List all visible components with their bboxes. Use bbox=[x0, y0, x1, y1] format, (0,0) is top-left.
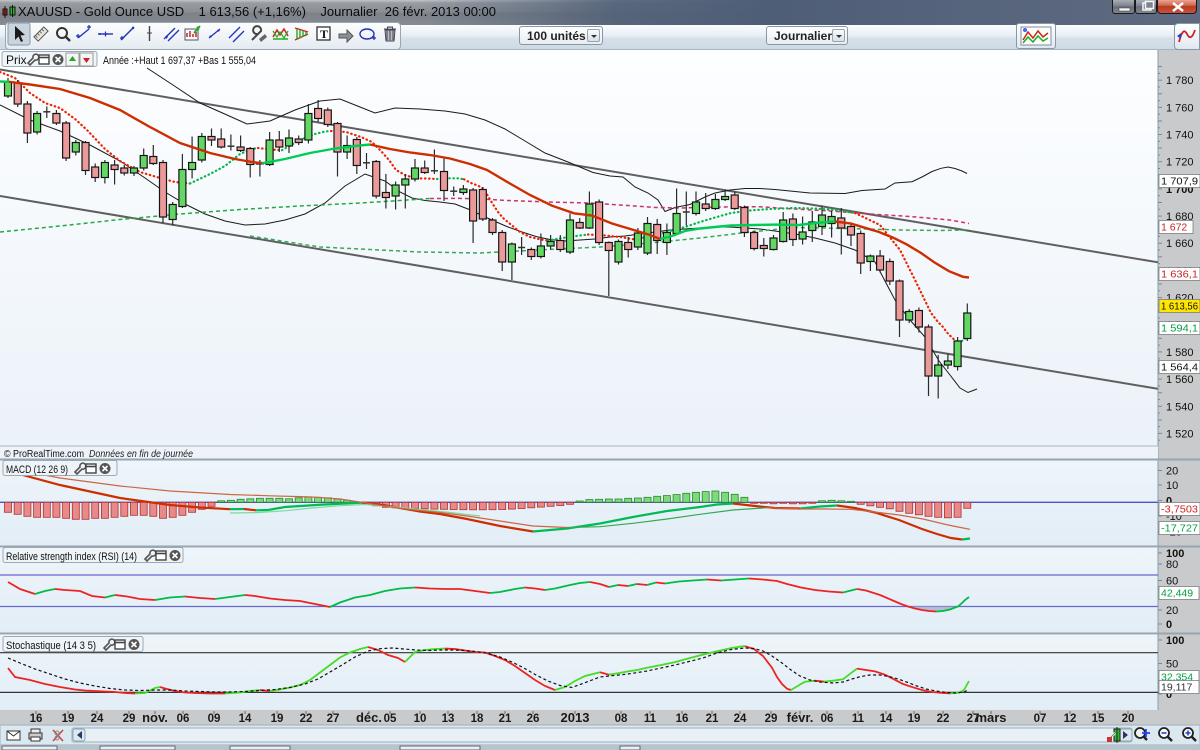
svg-text:26: 26 bbox=[527, 713, 540, 725]
svg-text:Stochastique (14 3 5): Stochastique (14 3 5) bbox=[6, 640, 96, 652]
svg-text:27: 27 bbox=[327, 713, 340, 725]
svg-text:22: 22 bbox=[300, 713, 313, 725]
svg-text:10: 10 bbox=[414, 713, 427, 725]
svg-text:1 540: 1 540 bbox=[1166, 401, 1194, 413]
svg-text:60: 60 bbox=[1166, 576, 1178, 588]
svg-text:-17,727: -17,727 bbox=[1161, 523, 1198, 535]
svg-text:T: T bbox=[320, 27, 328, 41]
svg-text:Relative strength index (RSI): Relative strength index (RSI) (14) bbox=[6, 551, 137, 563]
svg-text:2013: 2013 bbox=[561, 710, 590, 725]
svg-text:15: 15 bbox=[1092, 713, 1105, 725]
svg-text:05: 05 bbox=[384, 713, 397, 725]
svg-text:13: 13 bbox=[442, 713, 455, 725]
svg-text:mars: mars bbox=[975, 710, 1006, 725]
svg-text:-3,7503: -3,7503 bbox=[1161, 504, 1198, 516]
svg-text:19: 19 bbox=[271, 713, 284, 725]
svg-text:1 760: 1 760 bbox=[1166, 102, 1194, 114]
svg-text:18: 18 bbox=[471, 713, 484, 725]
svg-text:1 672: 1 672 bbox=[1161, 222, 1187, 234]
svg-text:14: 14 bbox=[880, 713, 893, 725]
svg-text:08: 08 bbox=[615, 713, 628, 725]
svg-text:Prix: Prix bbox=[6, 53, 27, 67]
svg-text:19: 19 bbox=[908, 713, 921, 725]
svg-text:11: 11 bbox=[852, 713, 865, 725]
svg-text:06: 06 bbox=[177, 713, 190, 725]
svg-text:nov.: nov. bbox=[142, 710, 168, 725]
svg-text:12: 12 bbox=[1064, 713, 1077, 725]
svg-text:100: 100 bbox=[1166, 635, 1184, 647]
svg-text:14: 14 bbox=[239, 713, 252, 725]
svg-text:0: 0 bbox=[1166, 496, 1172, 508]
svg-text:42,449: 42,449 bbox=[1161, 588, 1193, 600]
svg-text:1 580: 1 580 bbox=[1166, 347, 1194, 359]
svg-text:Année :+Haut 1 697,37 +Bas 1 5: Année :+Haut 1 697,37 +Bas 1 555,04 bbox=[103, 55, 256, 67]
svg-text:80: 80 bbox=[1166, 559, 1178, 571]
svg-text:19,117: 19,117 bbox=[1161, 682, 1192, 694]
svg-text:1 520: 1 520 bbox=[1166, 428, 1194, 440]
svg-text:1 594,1: 1 594,1 bbox=[1161, 323, 1198, 335]
svg-text:20: 20 bbox=[1122, 713, 1135, 725]
svg-text:20: 20 bbox=[1166, 466, 1178, 478]
svg-text:MACD (12 26 9): MACD (12 26 9) bbox=[6, 464, 68, 476]
svg-text:24: 24 bbox=[91, 713, 104, 725]
svg-text:© ProRealTime.com: © ProRealTime.com bbox=[4, 449, 84, 460]
svg-text:27: 27 bbox=[967, 713, 980, 725]
svg-text:1 613,56: 1 613,56 bbox=[1161, 301, 1198, 313]
svg-text:21: 21 bbox=[706, 713, 719, 725]
svg-text:1 564,4: 1 564,4 bbox=[1161, 362, 1198, 374]
svg-text:16: 16 bbox=[30, 713, 43, 725]
svg-text:20: 20 bbox=[1166, 605, 1178, 617]
svg-text:100: 100 bbox=[1166, 548, 1184, 560]
svg-text:21: 21 bbox=[499, 713, 512, 725]
svg-text:1 680: 1 680 bbox=[1166, 211, 1194, 223]
svg-text:19: 19 bbox=[62, 713, 75, 725]
svg-text:0: 0 bbox=[1166, 619, 1172, 631]
svg-text:1 560: 1 560 bbox=[1166, 374, 1194, 386]
svg-text:1 740: 1 740 bbox=[1166, 130, 1194, 142]
svg-text:16: 16 bbox=[676, 713, 689, 725]
svg-text:1 660: 1 660 bbox=[1166, 238, 1194, 250]
svg-text:0: 0 bbox=[1166, 689, 1172, 701]
svg-text:1 720: 1 720 bbox=[1166, 157, 1194, 169]
svg-text:06: 06 bbox=[821, 713, 834, 725]
svg-text:févr.: févr. bbox=[787, 710, 814, 725]
svg-text:50: 50 bbox=[1166, 659, 1178, 671]
svg-text:1 780: 1 780 bbox=[1166, 75, 1194, 87]
svg-text:Données en fin de journée: Données en fin de journée bbox=[89, 449, 193, 460]
svg-text:22: 22 bbox=[937, 713, 950, 725]
svg-text:07: 07 bbox=[1034, 713, 1047, 725]
svg-text:29: 29 bbox=[765, 713, 778, 725]
svg-text:29: 29 bbox=[123, 713, 136, 725]
svg-text:déc.: déc. bbox=[356, 710, 382, 725]
svg-text:1 636,1: 1 636,1 bbox=[1161, 269, 1198, 281]
svg-text:09: 09 bbox=[208, 713, 221, 725]
svg-text:11: 11 bbox=[644, 713, 657, 725]
svg-text:10: 10 bbox=[1166, 480, 1178, 492]
svg-text:1 707,9: 1 707,9 bbox=[1161, 176, 1198, 188]
svg-text:24: 24 bbox=[734, 713, 747, 725]
